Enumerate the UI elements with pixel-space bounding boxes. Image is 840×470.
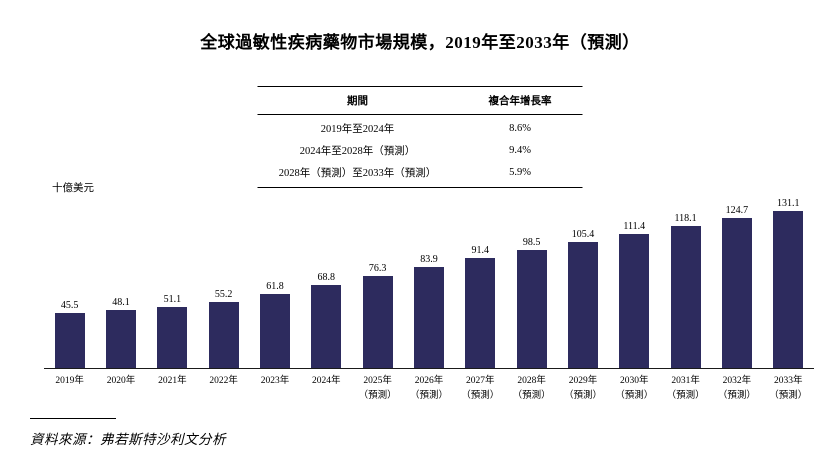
bar-chart: 45.5 48.1 51.1 55.2 61.8 68.8 76.3 83.9 91.4 98.5… xyxy=(44,188,814,403)
cagr-rate-cell: 5.9% xyxy=(509,167,531,178)
x-axis-label: 2027年 （預測） xyxy=(461,376,500,401)
bar-column: 91.4 xyxy=(455,245,506,368)
x-axis-labels-row: 2019年 2020年 2021年 2022年 2023年 2024年 2025年 （預測） 2… xyxy=(44,369,814,403)
bar-column: 48.1 xyxy=(95,297,146,368)
cagr-header-rate: 複合年增長率 xyxy=(488,96,552,107)
bar xyxy=(516,250,547,368)
bar xyxy=(105,310,136,368)
bar-column: 111.4 xyxy=(609,221,660,368)
cagr-table-row: 2019年至2024年 8.6% xyxy=(258,115,583,140)
bar-value-label: 124.7 xyxy=(725,205,749,216)
cagr-table-row: 2028年（預測）至2033年（預測） 5.9% xyxy=(258,162,583,188)
x-axis-label: 2033年 （預測） xyxy=(769,376,808,401)
bar-value-label: 91.4 xyxy=(471,245,490,256)
bar xyxy=(362,276,393,368)
x-axis-label: 2030年 （預測） xyxy=(615,376,654,401)
bar-column: 55.2 xyxy=(198,289,249,368)
bar-value-label: 76.3 xyxy=(368,263,387,274)
bar-column: 76.3 xyxy=(352,263,403,368)
cagr-table: 期間 複合年增長率 2019年至2024年 8.6% 2024年至2028年（預… xyxy=(257,86,583,188)
bar-column: 45.5 xyxy=(44,300,95,368)
bar-column: 131.1 xyxy=(763,198,814,368)
bar-column: 83.9 xyxy=(403,254,454,368)
bar-column: 105.4 xyxy=(557,229,608,368)
bar-column: 118.1 xyxy=(660,213,711,368)
x-axis-label: 2026年 （預測） xyxy=(409,376,448,401)
cagr-table-row: 2024年至2028年（預測） 9.4% xyxy=(258,140,583,162)
bar-column: 51.1 xyxy=(147,294,198,368)
x-axis-label: 2031年 （預測） xyxy=(666,376,705,401)
bar-value-label: 55.2 xyxy=(214,289,233,300)
bar xyxy=(413,267,444,368)
bar-value-label: 48.1 xyxy=(112,297,130,308)
bar-value-label: 131.1 xyxy=(777,198,800,209)
x-axis-label: 2019年 xyxy=(55,376,84,386)
cagr-header-period: 期間 xyxy=(347,96,368,107)
bar xyxy=(208,302,239,368)
bar xyxy=(567,242,598,368)
x-axis-label: 2024年 xyxy=(312,376,341,386)
bar xyxy=(670,226,701,368)
source-divider-line xyxy=(30,418,116,419)
bar-value-label: 45.5 xyxy=(60,300,79,311)
bar-value-label: 105.4 xyxy=(571,229,595,240)
cagr-header-row: 期間 複合年增長率 xyxy=(257,86,583,115)
bar xyxy=(721,218,752,368)
x-axis-label: 2025年 （預測） xyxy=(358,376,397,401)
cagr-rate-cell: 9.4% xyxy=(509,145,531,156)
cagr-period-cell: 2024年至2028年（預測） xyxy=(299,146,416,157)
bar-value-label: 118.1 xyxy=(674,213,697,224)
bar xyxy=(311,285,342,368)
bar xyxy=(259,294,290,368)
bar-value-label: 98.5 xyxy=(522,237,541,248)
bar-column: 68.8 xyxy=(301,272,352,368)
chart-title: 全球過敏性疾病藥物市場規模，2019年至2033年（預測） xyxy=(200,33,640,52)
bar-column: 124.7 xyxy=(711,205,762,368)
bar-column: 98.5 xyxy=(506,237,557,368)
bar-value-label: 61.8 xyxy=(266,281,284,292)
bar xyxy=(773,211,804,368)
x-axis-label: 2020年 xyxy=(106,376,136,386)
y-axis-unit-label: 十億美元 xyxy=(52,183,94,194)
cagr-period-cell: 2019年至2024年 xyxy=(320,124,395,135)
bar-value-label: 68.8 xyxy=(317,272,336,283)
bar-value-label: 111.4 xyxy=(623,221,646,232)
bar-value-label: 83.9 xyxy=(420,254,438,265)
bars-row: 45.5 48.1 51.1 55.2 61.8 68.8 76.3 83.9 91.4 98.5… xyxy=(44,188,814,369)
x-axis-label: 2023年 xyxy=(260,376,290,386)
bar xyxy=(465,258,496,368)
bar xyxy=(619,234,650,368)
bar xyxy=(54,313,85,368)
cagr-period-cell: 2028年（預測）至2033年（預測） xyxy=(278,168,437,179)
source-text: 資料來源：弗若斯特沙利文分析 xyxy=(30,432,226,447)
x-axis-label: 2029年 （預測） xyxy=(563,376,602,401)
bar-column: 61.8 xyxy=(249,281,300,368)
x-axis-label: 2032年 （預測） xyxy=(717,376,756,401)
x-axis-label: 2028年 （預測） xyxy=(512,376,551,401)
bar xyxy=(157,307,188,368)
x-axis-label: 2022年 xyxy=(209,376,238,386)
source-note: 資料來源：弗若斯特沙利文分析 xyxy=(30,418,226,448)
x-axis-label: 2021年 xyxy=(158,376,187,386)
bar-value-label: 51.1 xyxy=(163,294,182,305)
cagr-rate-cell: 8.6% xyxy=(509,123,531,134)
